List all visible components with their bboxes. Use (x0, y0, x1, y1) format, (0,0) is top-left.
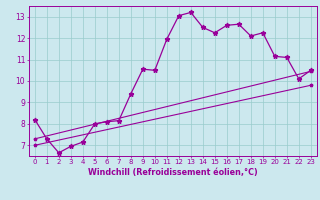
X-axis label: Windchill (Refroidissement éolien,°C): Windchill (Refroidissement éolien,°C) (88, 168, 258, 177)
